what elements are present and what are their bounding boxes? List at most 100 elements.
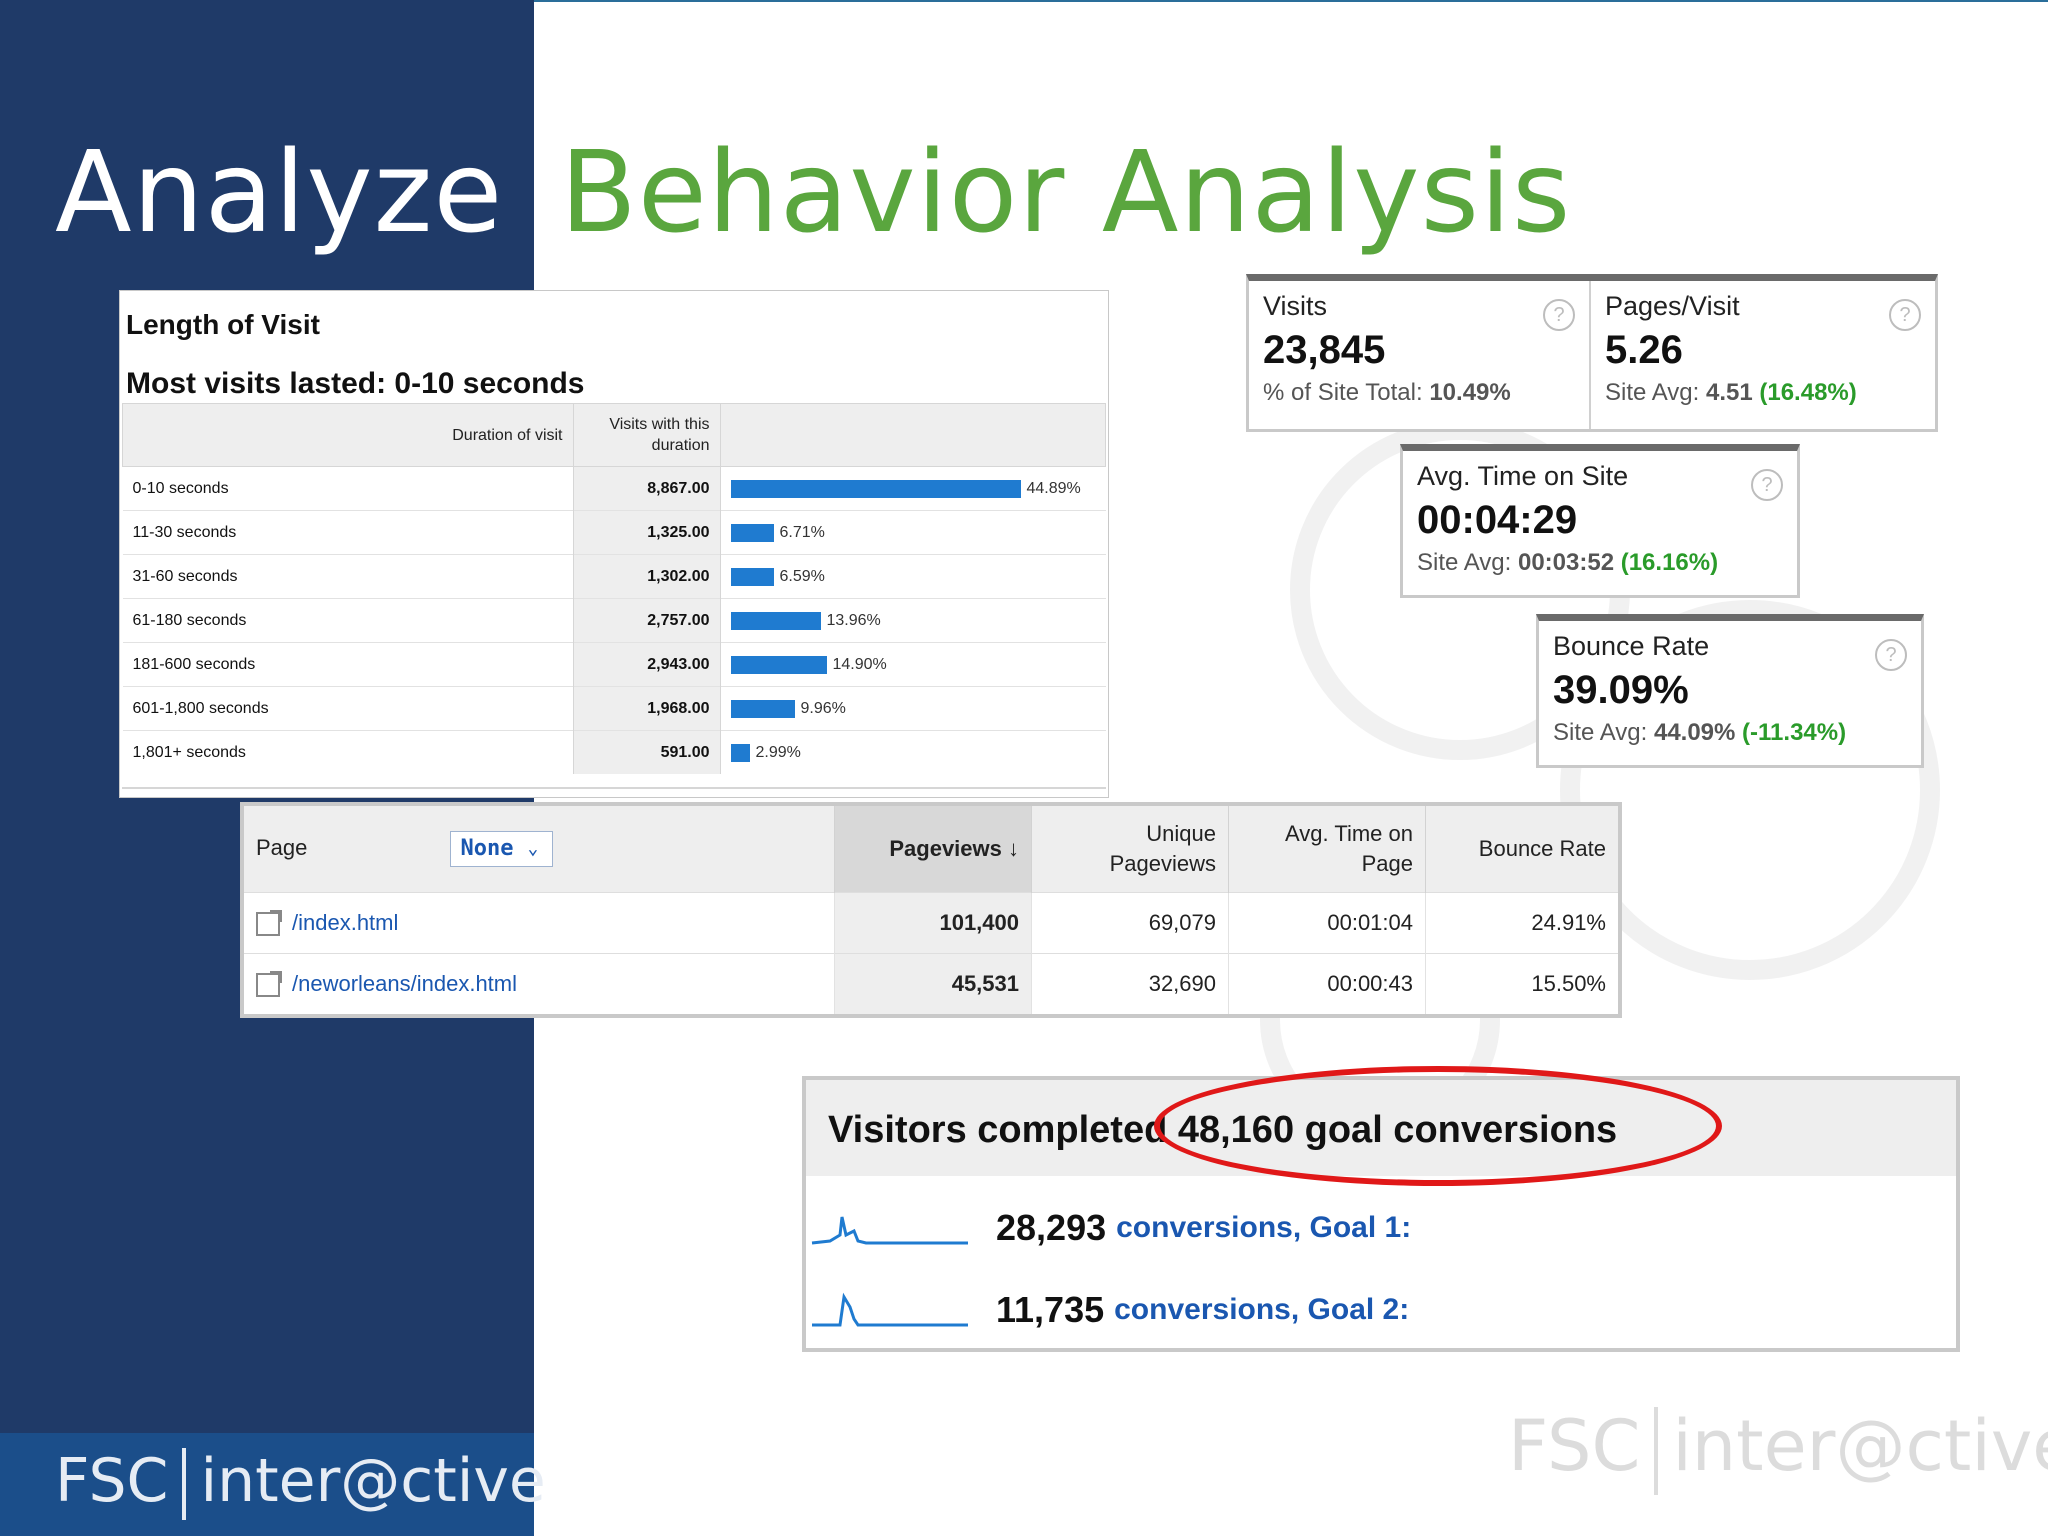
column-header-page[interactable]: Page None ⌄ <box>244 806 835 893</box>
unique-pageviews-cell: 32,690 <box>1031 953 1229 1014</box>
scorecard-bounce-content: Bounce Rate 39.09% Site Avg: 44.09% (-11… <box>1539 621 1921 765</box>
column-header-visits[interactable]: Visits with this duration <box>572 403 721 467</box>
duration-cell: 1,801+ seconds <box>122 730 573 774</box>
column-header-bar <box>719 403 1106 467</box>
metric-label: Bounce Rate <box>1553 631 1710 661</box>
length-of-visit-table: Duration of visit Visits with this durati… <box>122 403 1106 774</box>
panel-summary: Most visits lasted: 0-10 seconds <box>126 367 585 400</box>
percent-bar <box>730 479 1021 498</box>
scorecard-avg-time-content: Avg. Time on Site 00:04:29 Site Avg: 00:… <box>1403 451 1797 595</box>
table-row: 11-30 seconds 1,325.00 6.71% <box>122 510 1106 555</box>
goal-count: 11,735 <box>996 1289 1105 1330</box>
help-icon[interactable]: ? <box>1875 639 1907 671</box>
percent-label: 9.96% <box>800 699 846 717</box>
table-row: /neworleans/index.html 45,531 32,690 00:00:… <box>244 953 1618 1014</box>
table-row: 1,801+ seconds 591.00 2.99% <box>122 730 1106 774</box>
avg-time-cell: 00:00:43 <box>1228 953 1426 1014</box>
page-cell[interactable]: /index.html <box>244 892 835 954</box>
chevron-down-icon: ⌄ <box>527 838 539 859</box>
brand-separator <box>182 1448 187 1521</box>
duration-cell: 181-600 seconds <box>122 642 573 687</box>
percent-bar <box>730 743 750 762</box>
metric-label: Pages/Visit <box>1605 291 1740 321</box>
table-row: 31-60 seconds 1,302.00 6.59% <box>122 554 1106 599</box>
section-title: Analyze <box>55 128 504 258</box>
metric-value: 39.09% <box>1553 668 1689 712</box>
page-cell[interactable]: /neworleans/index.html <box>244 953 835 1014</box>
bar-cell: 6.59% <box>720 554 1106 599</box>
duration-cell: 31-60 seconds <box>122 554 573 599</box>
bar-cell: 13.96% <box>720 598 1106 643</box>
pageviews-cell: 45,531 <box>834 953 1032 1014</box>
percent-label: 2.99% <box>755 743 801 761</box>
table-row: 181-600 seconds 2,943.00 14.90% <box>122 642 1106 687</box>
duration-cell: 61-180 seconds <box>122 598 573 643</box>
sparkline-icon <box>811 1216 968 1245</box>
slide-title: Behavior Analysis <box>560 128 1572 258</box>
left-footer-band <box>0 1433 534 1536</box>
brand-name: FSC <box>55 1446 169 1516</box>
metric-label: Avg. Time on Site <box>1417 461 1629 491</box>
column-header-bounce-rate[interactable]: Bounce Rate <box>1425 806 1618 893</box>
brand-sub: inter@ctive <box>1672 1405 2048 1487</box>
goal-link[interactable]: conversions, Goal 1: <box>1116 1211 1412 1244</box>
external-link-icon[interactable] <box>256 910 282 937</box>
metric-sub: Site Avg: 00:03:52 (16.16%) <box>1417 549 1719 576</box>
metric-value: 23,845 <box>1263 328 1386 372</box>
help-icon[interactable]: ? <box>1543 299 1575 331</box>
avg-time-cell: 00:01:04 <box>1228 892 1426 954</box>
scorecard-bounce-rate[interactable]: Bounce Rate 39.09% Site Avg: 44.09% (-11… <box>1536 614 1924 768</box>
column-header-duration[interactable]: Duration of visit <box>122 403 574 467</box>
percent-label: 13.96% <box>826 611 881 629</box>
pages-report-table: Page None ⌄ Pageviews ↓ Unique Pageviews A… <box>240 802 1622 1018</box>
metric-value: 00:04:29 <box>1417 498 1578 542</box>
bar-cell: 6.71% <box>720 510 1106 555</box>
percent-label: 44.89% <box>1026 479 1081 497</box>
page-link[interactable]: /index.html <box>292 909 399 935</box>
table-row: 0-10 seconds 8,867.00 44.89% <box>122 466 1106 511</box>
page-link[interactable]: /neworleans/index.html <box>292 970 518 996</box>
bar-cell: 44.89% <box>720 466 1106 511</box>
visits-cell: 2,943.00 <box>572 642 721 687</box>
goal-link[interactable]: conversions, Goal 2: <box>1114 1293 1410 1326</box>
brand-separator <box>1654 1406 1659 1495</box>
percent-label: 14.90% <box>832 655 887 673</box>
scorecard-pages-visit[interactable]: Pages/Visit 5.26 Site Avg: 4.51 (16.48%)… <box>1591 281 1935 429</box>
brand-logo: FSC inter@ctive <box>55 1446 546 1521</box>
table-footer-rule <box>122 787 1106 789</box>
column-header-unique-pageviews[interactable]: Unique Pageviews <box>1031 806 1229 893</box>
visits-cell: 1,302.00 <box>572 554 721 599</box>
duration-cell: 11-30 seconds <box>122 510 573 555</box>
goal-row[interactable]: 11,735 conversions, Goal 2: <box>810 1280 1409 1340</box>
help-icon[interactable]: ? <box>1889 299 1921 331</box>
scorecard-visits[interactable]: Visits 23,845 % of Site Total: 10.49% ? <box>1249 281 1591 429</box>
metric-value: 5.26 <box>1605 328 1683 372</box>
percent-bar <box>730 655 827 674</box>
percent-bar <box>730 611 821 630</box>
help-icon[interactable]: ? <box>1751 469 1783 501</box>
scorecard-avg-time[interactable]: Avg. Time on Site 00:04:29 Site Avg: 00:… <box>1400 444 1800 598</box>
pageviews-cell: 101,400 <box>834 892 1032 954</box>
percent-bar <box>730 699 795 718</box>
bounce-rate-cell: 15.50% <box>1425 953 1618 1014</box>
percent-bar <box>730 523 774 542</box>
pages-table: Page None ⌄ Pageviews ↓ Unique Pageviews A… <box>244 806 1618 1014</box>
goal-row[interactable]: 28,293 conversions, Goal 1: <box>810 1198 1411 1258</box>
metric-sub: Site Avg: 44.09% (-11.34%) <box>1553 719 1847 746</box>
column-header-pageviews[interactable]: Pageviews ↓ <box>834 806 1032 893</box>
table-row: 61-180 seconds 2,757.00 13.96% <box>122 598 1106 643</box>
visits-cell: 2,757.00 <box>572 598 721 643</box>
highlight-ellipse <box>1154 1066 1722 1186</box>
scorecard-visits-pages: Visits 23,845 % of Site Total: 10.49% ? … <box>1246 274 1938 432</box>
bar-cell: 14.90% <box>720 642 1106 687</box>
brand-sub: inter@ctive <box>200 1446 546 1516</box>
visits-cell: 1,325.00 <box>572 510 721 555</box>
bar-cell: 2.99% <box>720 730 1106 774</box>
duration-cell: 0-10 seconds <box>122 466 573 511</box>
bar-cell: 9.96% <box>720 686 1106 731</box>
secondary-dimension-select[interactable]: None ⌄ <box>449 831 553 867</box>
unique-pageviews-cell: 69,079 <box>1031 892 1229 954</box>
external-link-icon[interactable] <box>256 971 282 998</box>
column-header-avg-time[interactable]: Avg. Time on Page <box>1228 806 1426 893</box>
metric-label: Visits <box>1263 291 1328 321</box>
